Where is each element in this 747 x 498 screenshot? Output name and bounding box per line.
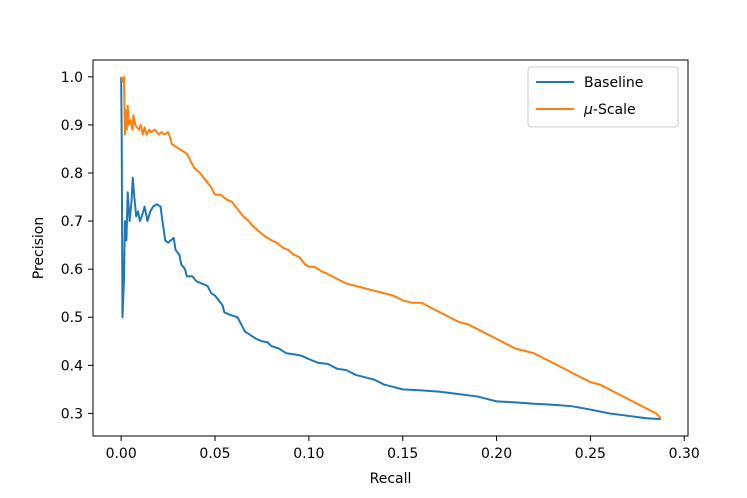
y-tick-label: 1.0 (61, 70, 83, 86)
x-axis: 0.00 0.05 0.10 0.15 0.20 0.25 0.30 (106, 436, 700, 462)
legend-label-mu-scale: μ-Scale (583, 102, 636, 118)
plot-frame (92, 59, 689, 437)
legend: Baseline μ-Scale (527, 66, 679, 128)
x-axis-label: Recall (370, 471, 412, 487)
y-axis: 0.3 0.4 0.5 0.6 0.7 0.8 0.9 1.0 (61, 70, 93, 422)
legend-label-baseline: Baseline (584, 75, 643, 91)
y-tick-label: 0.5 (61, 310, 83, 326)
y-tick-label: 0.3 (61, 406, 83, 422)
x-tick-label: 0.25 (575, 446, 606, 462)
y-tick-label: 0.7 (61, 214, 83, 230)
x-tick-label: 0.05 (199, 446, 230, 462)
series-line-mu-scale (120, 75, 662, 419)
x-tick-label: 0.30 (669, 446, 700, 462)
y-tick-label: 0.4 (61, 358, 83, 374)
x-tick-label: 0.20 (481, 446, 512, 462)
y-axis-label: Precision (31, 217, 47, 279)
series-layer (120, 75, 662, 421)
x-tick-label: 0.10 (293, 446, 324, 462)
y-tick-label: 0.6 (61, 262, 83, 278)
y-tick-label: 0.8 (61, 166, 83, 182)
x-tick-label: 0.00 (106, 446, 137, 462)
y-tick-label: 0.9 (61, 118, 83, 134)
series-line-baseline (120, 76, 661, 421)
x-tick-label: 0.15 (387, 446, 418, 462)
